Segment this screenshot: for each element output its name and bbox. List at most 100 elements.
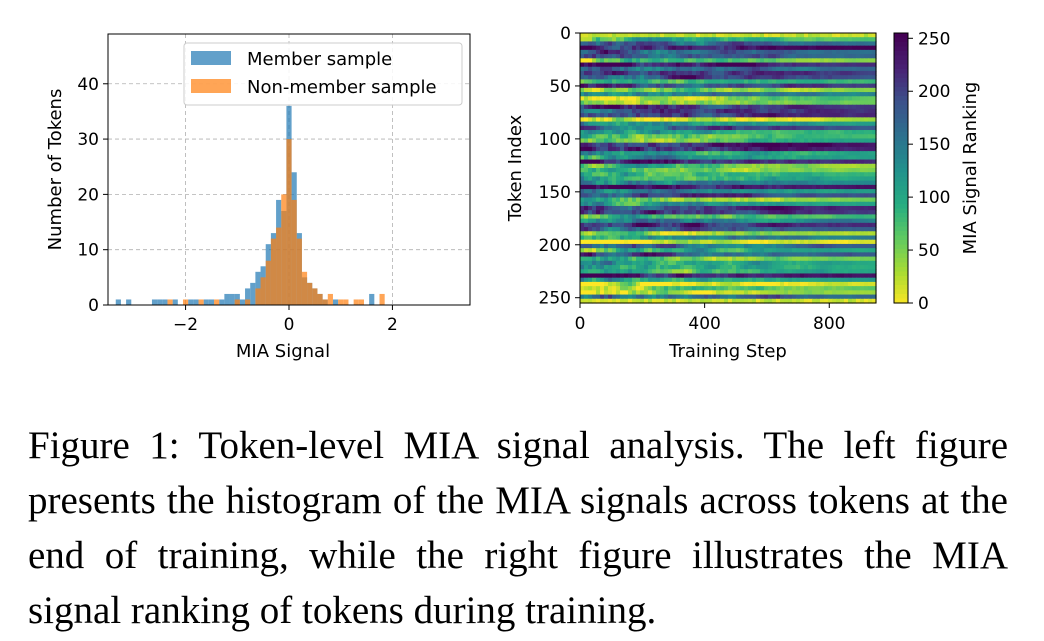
heatmap-cell (756, 218, 761, 224)
heatmap-cell (772, 176, 777, 182)
heatmap-cell (816, 248, 821, 253)
heatmap-cell (588, 142, 593, 148)
heatmap-cell (852, 201, 857, 207)
heatmap-cell (792, 172, 797, 178)
heatmap-cell (596, 58, 601, 64)
heatmap-cell (684, 214, 689, 220)
heatmap-cell (816, 269, 821, 275)
heatmap-cell (660, 100, 665, 106)
heatmap-cell (716, 168, 721, 173)
heatmap-cell (692, 104, 697, 110)
heatmap-cell (748, 218, 753, 224)
heatmap-cell (696, 265, 701, 270)
heatmap-cell (728, 134, 733, 140)
heatmap-cell (692, 286, 697, 291)
heatmap-cell (828, 92, 833, 97)
heatmap-cell (664, 290, 669, 296)
heatmap-cell (856, 96, 861, 102)
heatmap-cell (680, 218, 685, 224)
heatmap-cell (636, 159, 641, 165)
heatmap-cell (768, 83, 773, 89)
heatmap-cell (820, 113, 825, 118)
heatmap-cell (788, 269, 793, 275)
heatmap-cell (612, 87, 617, 93)
heatmap-cell (652, 62, 657, 68)
heatmap-cell (704, 176, 709, 182)
colorbar-segment (894, 55, 908, 61)
heatmap-cell (860, 62, 865, 68)
heatmap-cell (840, 235, 845, 241)
heatmap-cell (844, 277, 849, 283)
heatmap-cell (848, 243, 853, 249)
heatmap-cell (648, 231, 653, 237)
heatmap-cell (708, 113, 713, 118)
heatmap-cell (624, 214, 629, 220)
heatmap-cell (680, 130, 685, 135)
heatmap-cell (588, 92, 593, 97)
heatmap-cell (748, 134, 753, 140)
heatmap-cell (672, 113, 677, 118)
heatmap-cell (688, 265, 693, 270)
heatmap-cell (820, 193, 825, 199)
heatmap-cell (760, 201, 765, 207)
heatmap-cell (684, 252, 689, 258)
heatmap-cell (796, 193, 801, 199)
colorbar-segment (894, 267, 908, 273)
heatmap-cell (804, 193, 809, 199)
heatmap-cell (840, 163, 845, 169)
heatmap-cell (584, 298, 589, 304)
heatmap-cell (704, 41, 709, 47)
heatmap-cell (824, 58, 829, 64)
heatmap-cell (688, 256, 693, 262)
heatmap-cell (828, 117, 833, 123)
heatmap-cell (732, 146, 737, 152)
heatmap-cell (868, 58, 873, 64)
heatmap-cell (656, 58, 661, 64)
heatmap-cell (808, 210, 813, 216)
heatmap-cell (756, 155, 761, 161)
heatmap-cell (656, 290, 661, 296)
heatmap-cell (640, 176, 645, 182)
heatmap-cell (732, 205, 737, 211)
heatmap-cell (704, 193, 709, 199)
heatmap-cell (692, 66, 697, 72)
heatmap-cell (616, 265, 621, 270)
heatmap-cell (608, 121, 613, 127)
heatmap-cell (680, 142, 685, 148)
heatmap-cell (760, 218, 765, 224)
heatmap-cell (708, 41, 713, 47)
heatmap-cell (856, 142, 861, 148)
colorbar-segment (894, 109, 908, 115)
heatmap-cell (812, 290, 817, 296)
heatmap-cell (664, 117, 669, 123)
heatmap-cell (808, 33, 813, 38)
heatmap-cell (628, 243, 633, 249)
heatmap-cell (724, 176, 729, 182)
heatmap-cell (676, 83, 681, 89)
heatmap-cell (680, 146, 685, 152)
y-tick-label: 200 (539, 236, 571, 256)
heatmap-cell (640, 41, 645, 47)
heatmap-cell (672, 227, 677, 232)
heatmap-cell (716, 193, 721, 199)
heatmap-cell (804, 231, 809, 237)
heatmap-cell (764, 214, 769, 220)
heatmap-cell (760, 151, 765, 156)
heatmap-cell (612, 205, 617, 211)
heatmap-cell (736, 193, 741, 199)
heatmap-cell (636, 49, 641, 55)
histogram-bar (167, 299, 173, 305)
heatmap-cell (632, 168, 637, 173)
heatmap-cell (624, 87, 629, 93)
heatmap-cell (792, 227, 797, 232)
heatmap-cell (776, 273, 781, 279)
heatmap-cell (868, 130, 873, 135)
heatmap-cell (784, 142, 789, 148)
heatmap-cell (716, 41, 721, 47)
heatmap-cell (700, 100, 705, 106)
heatmap-cell (788, 210, 793, 216)
heatmap-cell (600, 151, 605, 156)
heatmap-cell (752, 243, 757, 249)
heatmap-cell (840, 222, 845, 228)
heatmap-cell (840, 83, 845, 89)
